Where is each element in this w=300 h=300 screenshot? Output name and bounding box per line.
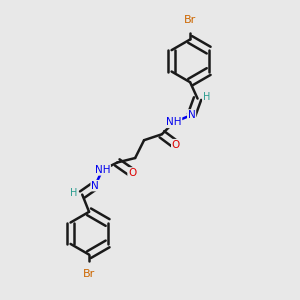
Text: N: N [91, 181, 99, 191]
Text: H: H [203, 92, 210, 102]
Text: Br: Br [83, 269, 95, 279]
Text: NH: NH [166, 117, 182, 128]
Text: H: H [70, 188, 77, 198]
Text: NH: NH [95, 165, 110, 175]
Text: O: O [128, 168, 136, 178]
Text: O: O [172, 140, 180, 150]
Text: Br: Br [184, 15, 196, 25]
Text: N: N [188, 110, 196, 120]
